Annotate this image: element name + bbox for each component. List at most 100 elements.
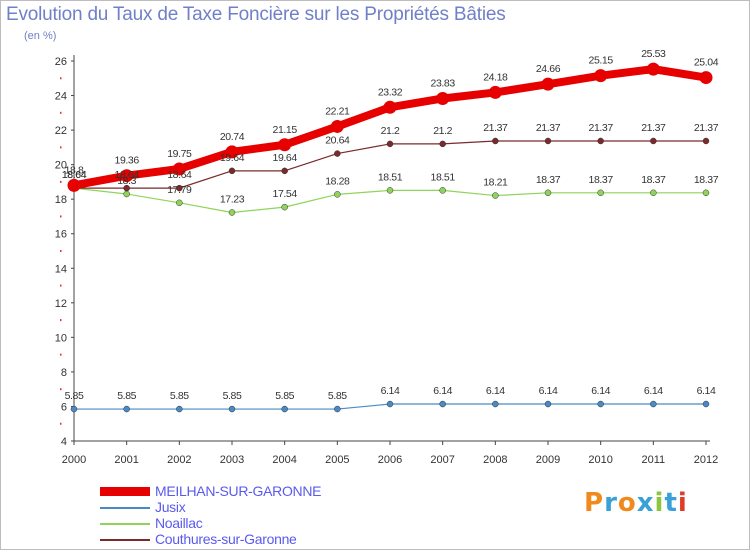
data-point	[330, 119, 344, 133]
data-label: 6.14	[486, 385, 505, 397]
y-tick-label: 4	[61, 436, 67, 448]
x-tick-label: 2012	[694, 454, 718, 466]
data-label: 18.64	[115, 169, 140, 181]
data-labels: 18.8 19.36 19.75 20.74 21.15 22.21 23.32 23.83 2…	[62, 48, 719, 402]
data-point	[172, 162, 186, 176]
minor-tick-dot	[60, 180, 62, 183]
data-point	[597, 189, 604, 197]
x-tick-label: 2004	[272, 454, 296, 466]
data-label: 25.53	[641, 48, 666, 60]
legend-swatch-jusix	[100, 507, 150, 509]
data-label: 5.85	[275, 390, 294, 402]
minor-tick-dot	[60, 77, 62, 80]
data-label: 24.18	[483, 71, 508, 83]
minor-tick-dot	[60, 146, 62, 149]
data-point	[334, 150, 341, 157]
data-point	[334, 191, 341, 198]
legend-item-noaillac[interactable]: Noaillac	[100, 515, 420, 532]
data-point	[228, 167, 236, 175]
data-label: 22.21	[325, 105, 350, 117]
data-label: 18.37	[641, 174, 666, 186]
data-point	[544, 189, 552, 197]
data-point	[334, 405, 341, 413]
data-point	[597, 137, 604, 145]
minor-tick-dot	[60, 284, 62, 287]
x-tick-label: 2008	[483, 454, 507, 466]
legend-item-meilhan[interactable]: MEILHAN-SUR-GARONNE	[100, 483, 420, 500]
data-label: 5.85	[328, 390, 347, 402]
data-point	[492, 400, 499, 408]
logo-letter: o	[617, 488, 637, 518]
data-point	[650, 189, 657, 197]
data-label: 20.64	[325, 135, 350, 147]
data-point	[650, 400, 657, 408]
y-tick-label: 16	[55, 229, 67, 241]
data-point	[123, 405, 130, 413]
y-tick-label: 10	[55, 332, 67, 344]
data-label: 18.37	[536, 174, 561, 186]
series-lines	[67, 62, 713, 413]
data-point	[281, 167, 288, 175]
data-point	[650, 137, 657, 145]
y-tick-label: 6	[61, 401, 67, 413]
x-tick-label: 2006	[378, 454, 402, 466]
data-label: 18.64	[62, 169, 87, 181]
data-point	[594, 69, 608, 83]
chart-title: Evolution du Taux de Taxe Foncière sur l…	[6, 4, 506, 25]
data-point	[597, 400, 604, 408]
data-point	[492, 192, 499, 199]
y-tick-label: 8	[61, 367, 67, 379]
data-point	[386, 187, 394, 194]
legend-swatch-couthures	[100, 539, 150, 541]
data-point	[439, 187, 446, 194]
legend-label-couthures: Couthures-sur-Garonne	[155, 531, 297, 547]
x-tick-label: 2011	[642, 454, 666, 466]
minor-tick-dot	[60, 250, 62, 252]
minor-tick-dot	[60, 422, 62, 425]
data-point	[646, 62, 660, 76]
data-point	[544, 137, 552, 145]
data-label: 5.85	[65, 390, 84, 402]
legend-item-couthures[interactable]: Couthures-sur-Garonne	[100, 531, 420, 548]
data-point	[228, 405, 236, 413]
data-label: 5.85	[170, 390, 189, 402]
data-label: 21.15	[273, 124, 298, 136]
data-label: 18.37	[694, 174, 719, 186]
x-tick-label: 2003	[220, 454, 244, 466]
data-label: 18.37	[589, 174, 614, 186]
data-label: 17.23	[220, 193, 245, 205]
data-label: 19.75	[167, 148, 192, 160]
data-label: 17.79	[167, 184, 192, 196]
y-tick-label: 12	[55, 298, 67, 310]
data-point	[281, 405, 288, 413]
data-label: 18.28	[325, 175, 350, 187]
minor-tick-dot	[60, 215, 62, 218]
data-point	[176, 184, 183, 192]
data-label: 21.37	[536, 122, 561, 134]
data-point	[544, 400, 552, 408]
data-label: 6.14	[591, 385, 610, 397]
data-label: 23.83	[431, 77, 456, 89]
data-point	[176, 199, 183, 207]
data-point	[70, 405, 78, 413]
minor-tick-dot	[60, 111, 62, 114]
data-label: 21.37	[483, 122, 508, 134]
y-tick-label: 22	[55, 125, 67, 137]
data-label: 18.3	[117, 175, 136, 187]
data-label: 21.2	[381, 125, 400, 137]
x-tick-label: 2010	[588, 454, 612, 466]
legend-item-jusix[interactable]: Jusix	[100, 499, 420, 516]
data-label: 19.36	[115, 155, 140, 167]
y-tick-label: 26	[55, 56, 67, 68]
data-point	[67, 178, 81, 192]
data-point	[488, 85, 502, 99]
data-point	[225, 145, 239, 159]
legend-label-noaillac: Noaillac	[155, 515, 203, 531]
data-label: 18.64	[167, 169, 192, 181]
data-point	[702, 189, 710, 197]
minor-tick-dot	[60, 388, 62, 391]
logo-letter: P	[584, 488, 605, 518]
data-label: 19.64	[273, 152, 298, 164]
data-label: 21.37	[641, 122, 666, 134]
